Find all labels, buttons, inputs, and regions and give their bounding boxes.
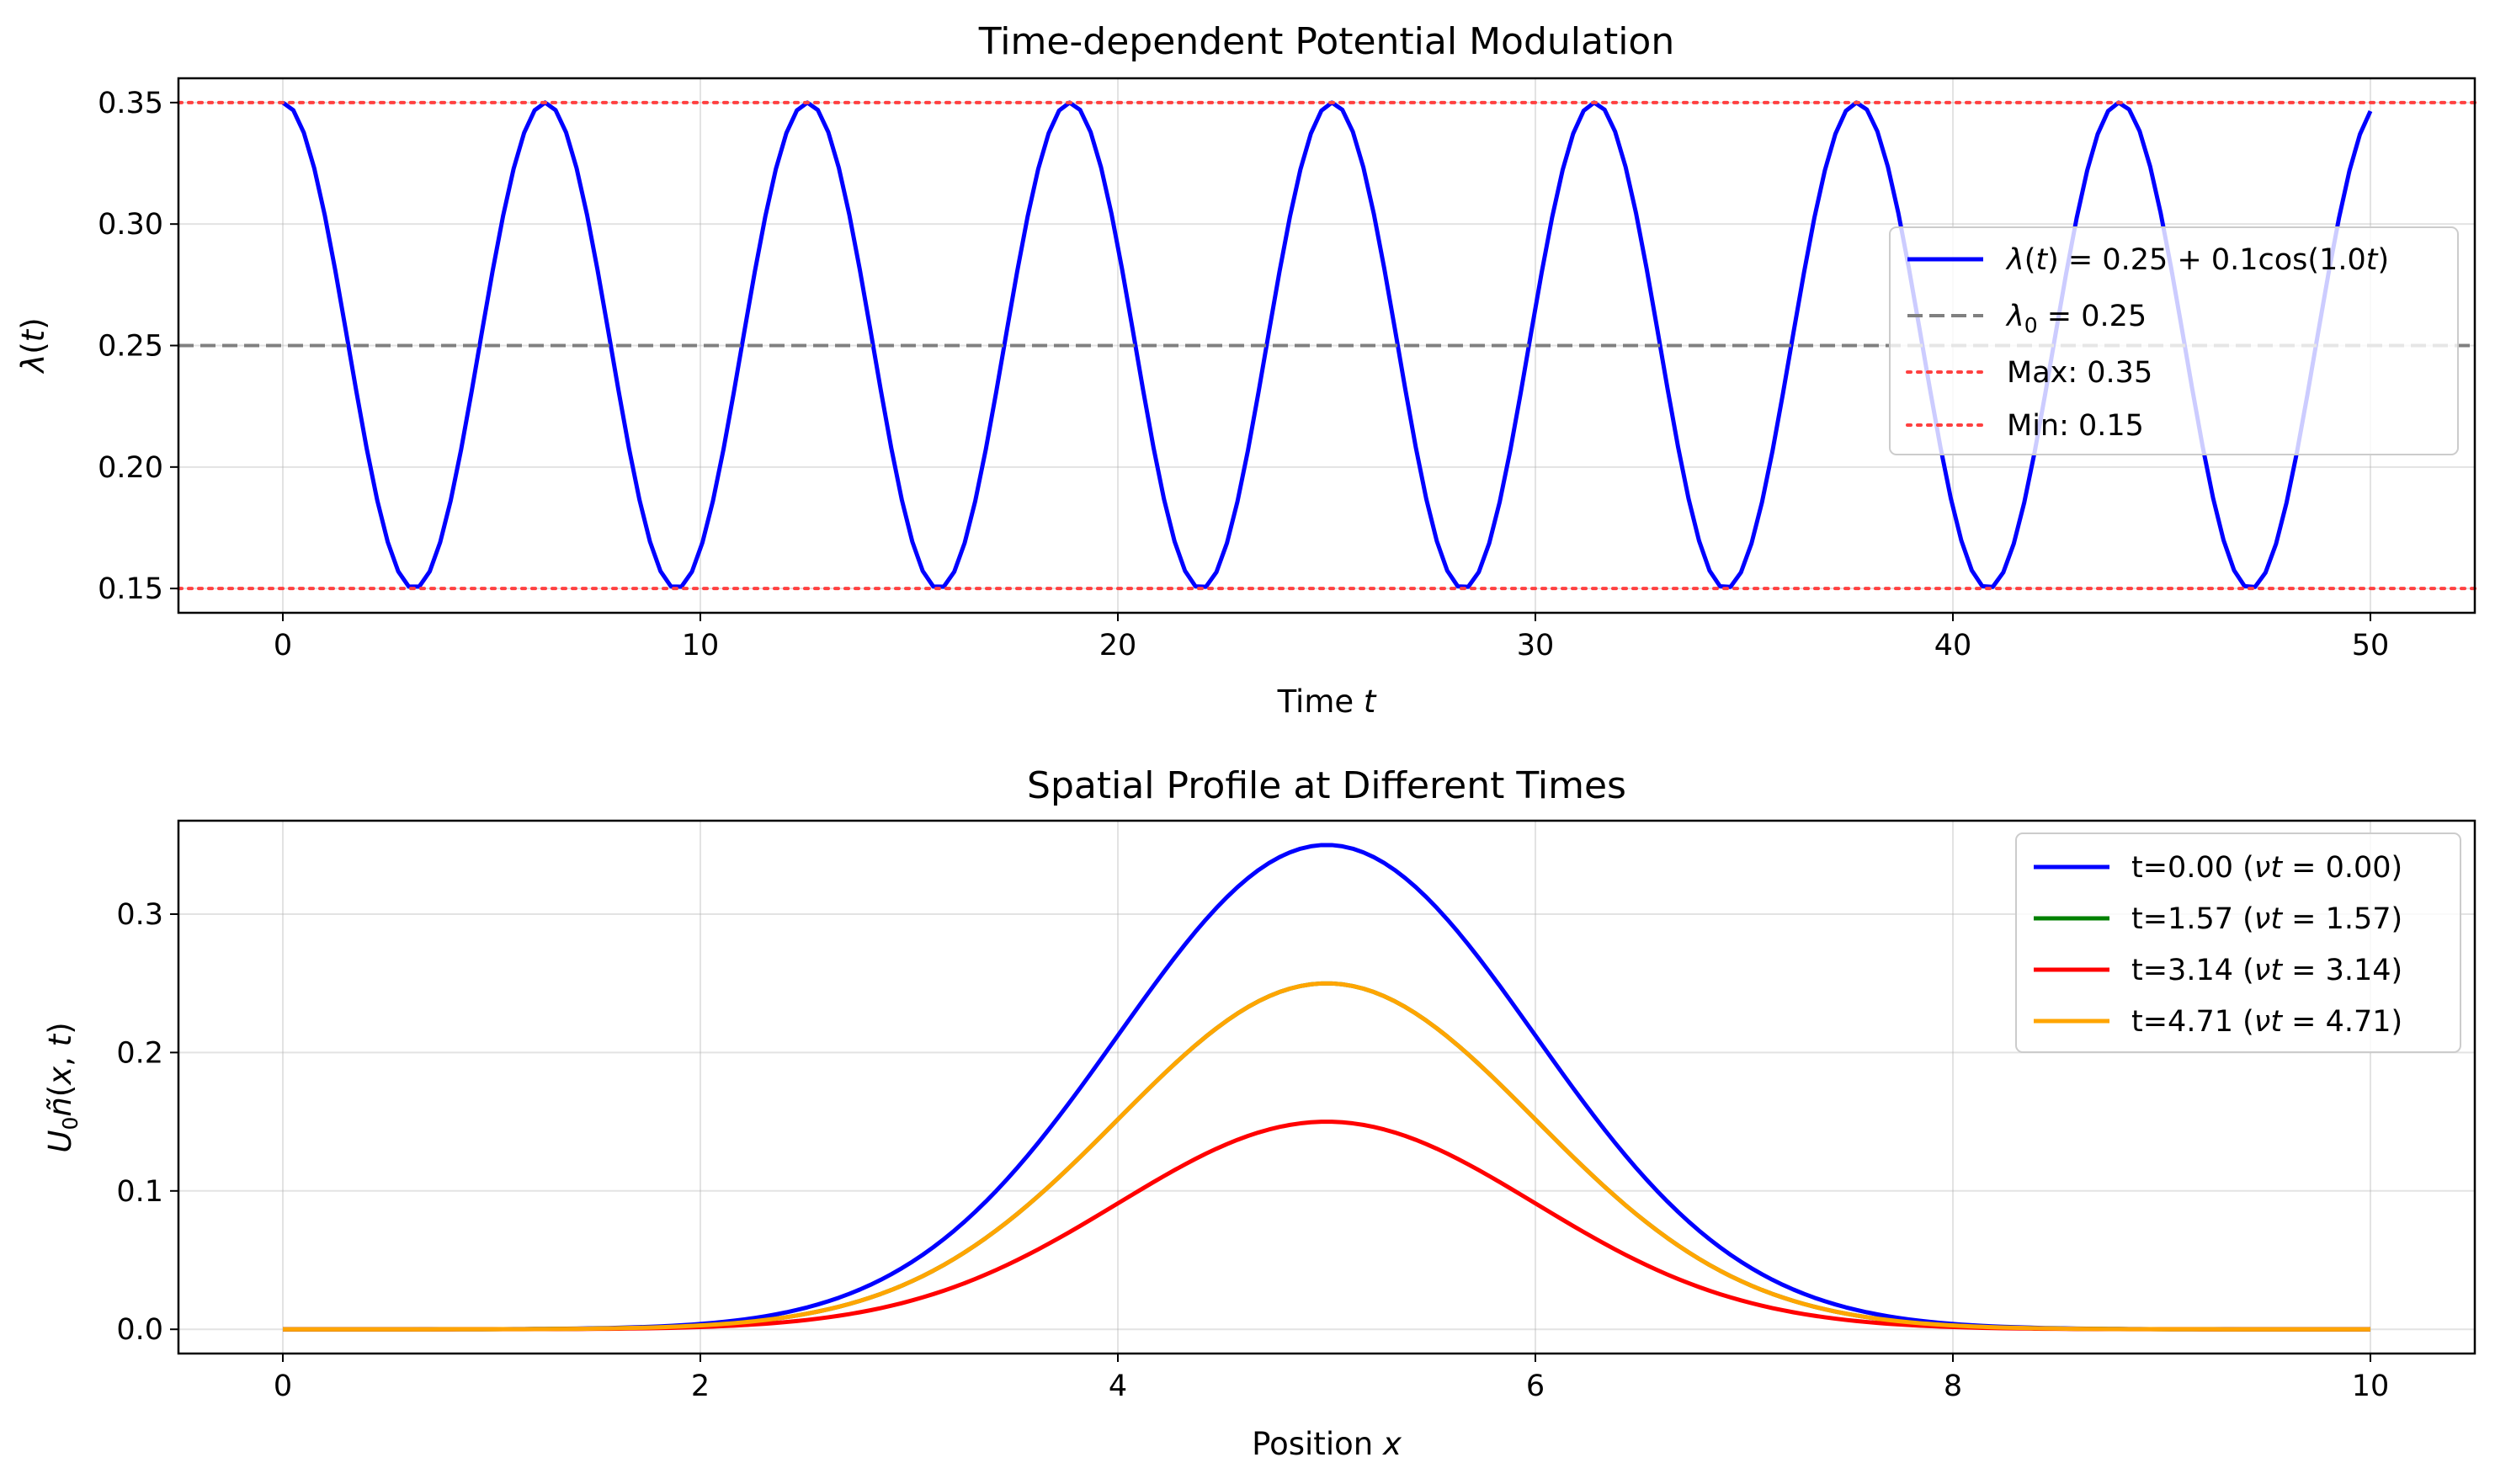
chart2-legend-label-t157: t=1.57 (νt = 1.57) [2131, 902, 2402, 936]
c2-y-tick-label: 0.2 [116, 1036, 163, 1070]
chart1-series-lambda-line [281, 100, 2373, 589]
c1-x-tick-label: 50 [2352, 629, 2390, 662]
chart2-y-axis-label: U0ñ(x, t) [42, 1022, 82, 1152]
chart1-x-axis-label: Time t [1277, 683, 1377, 720]
c2-y-tick-label: 0.0 [116, 1313, 163, 1347]
c2-y-tick-label: 0.1 [116, 1175, 163, 1209]
c2-x-tick-label: 8 [1944, 1370, 1962, 1403]
c1-y-tick-label: 0.20 [98, 451, 163, 485]
chart1-legend-label-lambda: λ(t) = 0.25 + 0.1cos(1.0t) [2005, 243, 2389, 277]
c2-x-tick-label: 0 [274, 1370, 292, 1403]
c1-x-tick-label: 10 [682, 629, 720, 662]
chart2-series-group [282, 843, 2371, 1332]
c1-y-tick-label: 0.15 [98, 572, 163, 606]
chart2-plot-frame [177, 819, 2476, 1355]
chart2-y-ticks: 0.0 0.1 0.2 0.3 [116, 898, 178, 1347]
chart2-x-ticks: 0 2 4 6 8 10 [274, 1354, 2389, 1403]
c1-x-tick-label: 30 [1517, 629, 1555, 662]
chart1-x-ticks: 0 10 20 30 40 50 [274, 613, 2389, 662]
chart-spatial-profile: Spatial Profile at Different Times 0 2 4 6 8… [42, 764, 2476, 1462]
c2-x-tick-label: 4 [1109, 1370, 1127, 1403]
c1-x-tick-label: 20 [1099, 629, 1137, 662]
chart-time-modulation: Time-dependent Potential Modulation 0 10 2… [15, 20, 2476, 720]
c1-y-tick-label: 0.35 [98, 87, 163, 120]
c1-y-tick-label: 0.30 [98, 208, 163, 242]
c2-x-tick-label: 2 [691, 1370, 710, 1403]
c2-y-tick-label: 0.3 [116, 898, 163, 932]
chart2-legend: t=0.00 (νt = 0.00) t=1.57 (νt = 1.57) t=… [2015, 832, 2461, 1053]
c2-x-tick-label: 6 [1526, 1370, 1545, 1403]
chart2-title: Spatial Profile at Different Times [1027, 764, 1626, 807]
chart1-legend-label-baseline: λ0 = 0.25 [2005, 300, 2147, 338]
chart2-legend-frame [2015, 832, 2461, 1053]
chart2-x-axis-label: Position x [1252, 1426, 1402, 1462]
chart1-legend-label-max: Max: 0.35 [2007, 356, 2152, 390]
chart2-legend-label-t0: t=0.00 (νt = 0.00) [2131, 851, 2402, 885]
c1-x-tick-label: 0 [274, 629, 292, 662]
chart1-legend-label-min: Min: 0.15 [2007, 409, 2144, 443]
chart2-legend-label-t471: t=4.71 (νt = 4.71) [2131, 1005, 2402, 1039]
chart1-y-ticks: 0.15 0.20 0.25 0.30 0.35 [98, 87, 178, 606]
chart2-series-t471-line [283, 981, 2370, 1332]
chart1-y-axis-label: λ(t) [15, 317, 51, 374]
chart2-legend-label-t314: t=3.14 (νt = 3.14) [2131, 954, 2402, 987]
c2-x-tick-label: 10 [2352, 1370, 2390, 1403]
c1-y-tick-label: 0.25 [98, 330, 163, 364]
chart1-title: Time-dependent Potential Modulation [978, 20, 1674, 63]
c1-x-tick-label: 40 [1934, 629, 1972, 662]
chart1-legend: λ(t) = 0.25 + 0.1cos(1.0t) λ0 = 0.25 Max… [1889, 226, 2459, 455]
chart1-legend-frame [1889, 226, 2459, 455]
